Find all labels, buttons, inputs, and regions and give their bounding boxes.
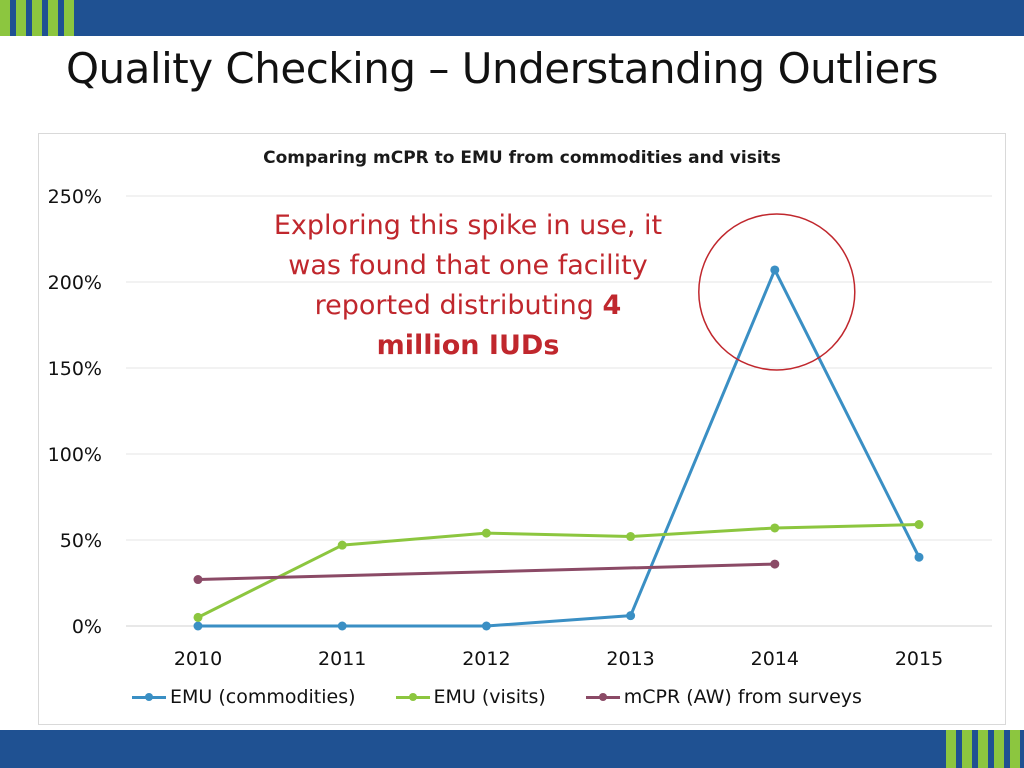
y-tick-label: 200%: [48, 272, 102, 294]
data-point: [626, 532, 636, 542]
annotation-line-2: was found that one facility: [288, 250, 648, 281]
data-point: [770, 523, 780, 533]
top-stripes: [0, 0, 80, 36]
outlier-annotation: Exploring this spike in use, it was foun…: [262, 206, 674, 366]
data-point: [481, 528, 491, 538]
legend-label: mCPR (AW) from surveys: [623, 686, 862, 708]
legend-item-1: EMU (commodities): [132, 686, 356, 708]
slide-title: Quality Checking – Understanding Outlier…: [66, 44, 939, 93]
top-band: [0, 0, 1024, 36]
legend-swatch: [585, 687, 620, 707]
legend-item-3: mCPR (AW) from surveys: [585, 686, 862, 708]
x-tick-label: 2013: [606, 648, 654, 670]
chart-legend: EMU (commodities) EMU (visits) mCPR (AW) f…: [132, 686, 902, 708]
legend-swatch: [395, 687, 430, 707]
x-tick-label: 2012: [462, 648, 510, 670]
outlier-highlight-circle: [698, 213, 856, 371]
annotation-line-3: reported distributing 4: [262, 286, 674, 326]
bottom-stripes: [946, 730, 1024, 768]
annotation-line-4: million IUDs: [376, 330, 560, 361]
y-tick-label: 150%: [48, 358, 102, 380]
y-tick-label: 50%: [60, 530, 102, 552]
y-tick-label: 250%: [48, 186, 102, 208]
legend-label: EMU (commodities): [170, 686, 356, 708]
data-point: [193, 575, 203, 585]
x-tick-label: 2014: [751, 648, 799, 670]
x-tick-label: 2010: [174, 648, 222, 670]
data-point: [337, 540, 347, 550]
bottom-band: [0, 730, 1024, 768]
data-point: [626, 611, 636, 621]
x-tick-label: 2011: [318, 648, 366, 670]
series-line-3: [197, 562, 775, 582]
data-point: [193, 612, 203, 622]
legend-item-2: EMU (visits): [395, 686, 546, 708]
data-point: [193, 621, 203, 631]
data-point: [481, 621, 491, 631]
y-tick-label: 0%: [72, 616, 102, 638]
data-point: [770, 265, 780, 275]
chart-title: Comparing mCPR to EMU from commodities a…: [263, 148, 781, 168]
data-point: [914, 552, 924, 562]
series-line-2: [197, 523, 920, 619]
x-tick-label: 2015: [895, 648, 943, 670]
legend-swatch: [132, 687, 166, 707]
data-point: [770, 559, 780, 569]
data-point: [337, 621, 347, 631]
legend-label: EMU (visits): [433, 686, 546, 708]
y-tick-label: 100%: [48, 444, 102, 466]
annotation-quantity: 4: [602, 290, 622, 321]
data-point: [914, 520, 924, 530]
series-line-1: [198, 268, 921, 628]
annotation-line-3-text: reported distributing: [314, 290, 603, 321]
annotation-line-1: Exploring this spike in use, it: [273, 210, 663, 241]
